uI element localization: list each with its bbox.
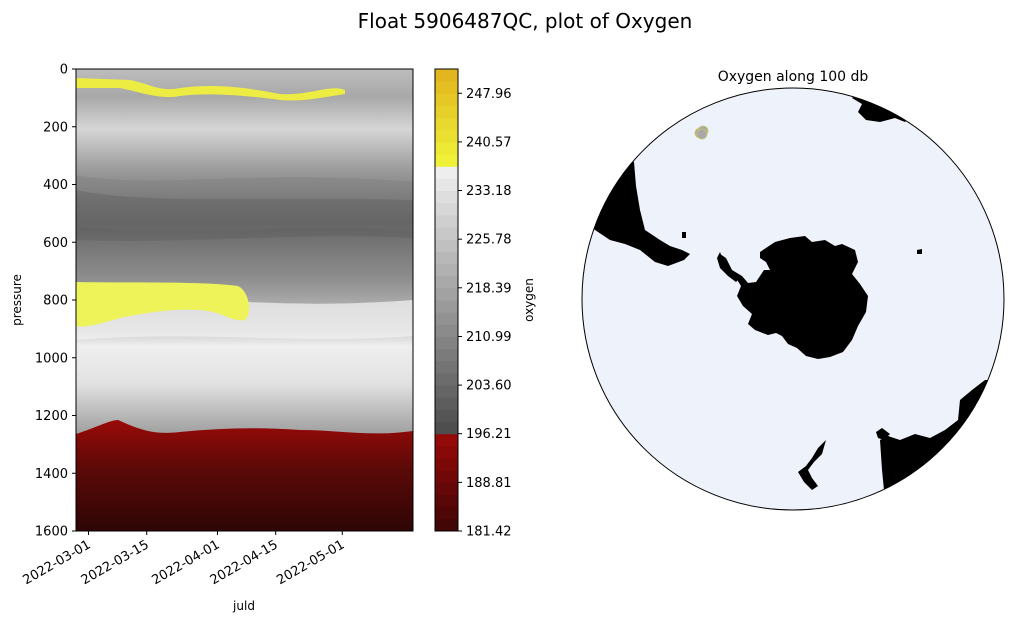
colorbar-swatch	[435, 263, 458, 277]
peninsula-tip	[717, 252, 740, 282]
deep-low-oxygen-layer	[76, 420, 413, 531]
colorbar-tick-label: 218.39	[466, 281, 512, 296]
y-tick-label: 200	[43, 120, 68, 135]
colorbar-swatch	[435, 202, 458, 216]
colorbar-swatch	[435, 129, 458, 143]
map-panel: Oxygen along 100 db	[581, 69, 1005, 511]
tasmania-land	[876, 428, 890, 440]
colorbar-swatch	[435, 239, 458, 252]
colorbar-tick-label: 196.21	[466, 427, 512, 442]
colorbar-swatch	[435, 178, 458, 192]
colorbar-swatch	[435, 214, 458, 228]
surface-oxygen-band	[76, 78, 345, 101]
colorbar-frame	[434, 68, 459, 532]
colorbar-swatch	[435, 93, 458, 106]
colorbar-swatch	[435, 69, 458, 82]
colorbar-swatch	[435, 336, 458, 350]
float-position-marker	[696, 128, 708, 140]
colorbar-tick-label: 188.81	[466, 476, 512, 491]
colorbar-swatch	[435, 348, 458, 362]
colorbar-swatch	[435, 287, 458, 301]
colorbar-swatch	[435, 385, 458, 398]
dark-layer-mid	[76, 190, 413, 241]
colorbar-swatch	[435, 105, 458, 119]
y-tick-label: 1400	[35, 467, 68, 482]
section-plot: 0 200 400 600 800 1000 1200 1400 1600 2022-03-01…	[10, 63, 414, 613]
map-boundary	[581, 87, 1005, 511]
colorbar-tick-label: 181.42	[466, 525, 512, 540]
colorbar-swatch	[435, 482, 458, 496]
colorbar-swatch	[435, 506, 458, 520]
colorbar-label: oxygen	[522, 278, 536, 322]
y-axis-label: pressure	[10, 274, 24, 326]
colorbar-swatch	[435, 458, 458, 471]
y-tick-label: 1200	[35, 409, 68, 424]
colorbar-tick-label: 233.18	[466, 184, 512, 199]
y-tick-label: 400	[43, 178, 68, 193]
colorbar-tick-label: 240.57	[466, 135, 512, 150]
colorbar-tick-label: 210.99	[466, 330, 512, 345]
colorbar-swatch	[435, 324, 458, 337]
colorbar-swatch	[435, 421, 458, 435]
colorbar-swatch	[435, 117, 458, 131]
figure-title: Float 5906487QC, plot of Oxygen	[358, 9, 693, 33]
colorbar-swatch	[435, 445, 458, 459]
colorbar-tick-label: 225.78	[466, 233, 512, 248]
float-track	[694, 125, 709, 140]
dark-layer-upper	[76, 175, 413, 232]
y-tick-label: 600	[43, 236, 68, 251]
colorbar-swatch	[435, 190, 458, 204]
y-tick-label: 1600	[35, 525, 68, 540]
x-axis: 2022-03-012022-03-152022-04-012022-04-15…	[21, 531, 347, 588]
colorbar-swatch	[435, 81, 458, 94]
y-tick-label: 800	[43, 294, 68, 309]
colorbar-swatch	[435, 372, 458, 386]
colorbar-swatch	[435, 397, 458, 410]
colorbar-swatch	[435, 300, 458, 313]
colorbar-swatch	[435, 433, 458, 447]
colorbar-ticks: 181.42 188.81 196.21 203.60 210.99 218.39 225.…	[458, 87, 512, 540]
intermediate-oxygen-patch	[76, 282, 250, 327]
small-island-1	[917, 249, 922, 254]
small-island-2	[682, 232, 686, 238]
antarctica-land	[720, 236, 868, 359]
colorbar-swatch	[435, 470, 458, 483]
x-tick-label: 2022-05-01	[274, 537, 347, 588]
colorbar-swatch	[435, 494, 458, 508]
y-tick-label: 0	[60, 63, 68, 78]
colorbar-swatches	[435, 69, 458, 532]
y-axis: 0 200 400 600 800 1000 1200 1400 1600	[35, 63, 76, 540]
colorbar-swatch	[435, 166, 458, 179]
colorbar-swatch	[435, 275, 458, 289]
map-title: Oxygen along 100 db	[718, 69, 869, 85]
y-tick-label: 1000	[35, 351, 68, 366]
colorbar-swatch	[435, 154, 458, 167]
new-zealand-land	[798, 440, 826, 490]
colorbar-tick-label: 203.60	[466, 379, 512, 394]
colorbar-swatch	[435, 312, 458, 325]
colorbar-swatch	[435, 141, 458, 155]
colorbar-swatch	[435, 518, 458, 532]
africa-land	[852, 88, 920, 122]
x-axis-label: juld	[232, 599, 255, 613]
colorbar-swatch	[435, 409, 458, 423]
colorbar: 181.42 188.81 196.21 203.60 210.99 218.39 225.…	[434, 68, 536, 540]
colorbar-tick-label: 247.96	[466, 87, 512, 102]
colorbar-swatch	[435, 251, 458, 265]
colorbar-swatch	[435, 360, 458, 374]
colorbar-swatch	[435, 227, 458, 240]
